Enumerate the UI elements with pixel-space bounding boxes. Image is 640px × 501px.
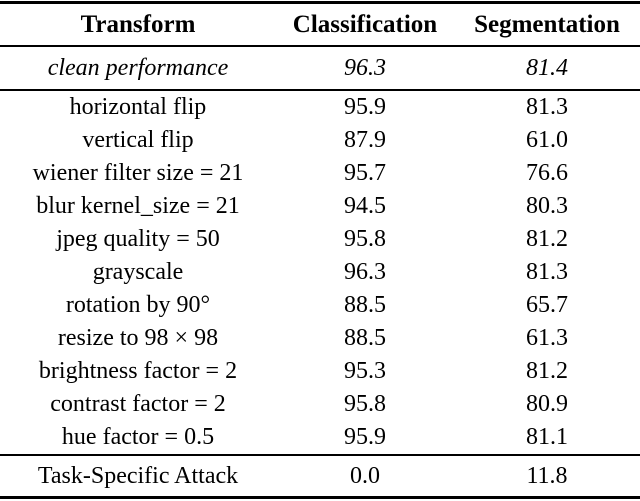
cell-classification: 96.3 [344,259,386,286]
cell-classification: 88.5 [344,325,386,352]
cell-segmentation: 80.9 [526,391,568,418]
cell-transform: Task-Specific Attack [37,462,239,489]
cell-segmentation: 61.3 [526,325,568,352]
cell-transform: wiener filter size = 21 [32,160,244,187]
cell-segmentation: 81.2 [526,358,568,385]
table-row: vertical flip 87.9 61.0 [0,124,640,157]
cell-classification: 95.9 [344,424,386,451]
cell-segmentation: 81.2 [526,226,568,253]
table-row: hue factor = 0.5 95.9 81.1 [0,421,640,455]
cell-classification: 95.3 [344,358,386,385]
cell-classification: 96.3 [344,54,386,81]
cell-transform: brightness factor = 2 [38,358,238,385]
cell-transform: hue factor = 0.5 [61,424,215,451]
cell-classification: 95.7 [344,160,386,187]
table-row: rotation by 90° 88.5 65.7 [0,289,640,322]
cell-transform: grayscale [92,259,184,286]
row-clean-performance: clean performance 96.3 81.4 [0,46,640,90]
cell-transform: rotation by 90° [65,292,211,319]
table-row: contrast factor = 2 95.8 80.9 [0,388,640,421]
table-row: blur kernel_size = 21 94.5 80.3 [0,190,640,223]
cell-transform: resize to 98 × 98 [57,325,219,352]
cell-segmentation: 11.8 [526,462,568,489]
cell-transform: clean performance [47,54,229,81]
cell-classification: 95.8 [344,391,386,418]
cell-classification: 87.9 [344,127,386,154]
column-header-segmentation: Segmentation [474,10,620,38]
column-header-classification: Classification [292,10,438,38]
cell-transform: horizontal flip [69,94,207,121]
table-row: wiener filter size = 21 95.7 76.6 [0,157,640,190]
table-row: jpeg quality = 50 95.8 81.2 [0,223,640,256]
cell-segmentation: 61.0 [526,127,568,154]
cell-transform: jpeg quality = 50 [56,226,220,253]
cell-segmentation: 81.3 [526,259,568,286]
row-task-specific-attack: Task-Specific Attack 0.0 11.8 [0,455,640,498]
cell-classification: 95.9 [344,94,386,121]
cell-classification: 88.5 [344,292,386,319]
table-row: horizontal flip 95.9 81.3 [0,90,640,124]
cell-classification: 0.0 [350,462,380,489]
cell-segmentation: 80.3 [526,193,568,220]
cell-transform: blur kernel_size = 21 [36,193,240,220]
cell-segmentation: 81.4 [526,54,568,81]
column-header-transform: Transform [80,10,196,38]
cell-segmentation: 76.6 [526,160,568,187]
cell-segmentation: 81.3 [526,94,568,121]
cell-classification: 95.8 [344,226,386,253]
table-row: grayscale 96.3 81.3 [0,256,640,289]
cell-transform: contrast factor = 2 [50,391,226,418]
table-row: resize to 98 × 98 88.5 61.3 [0,322,640,355]
cell-transform: vertical flip [82,127,194,154]
cell-classification: 94.5 [344,193,386,220]
cell-segmentation: 65.7 [526,292,568,319]
table-row: brightness factor = 2 95.3 81.2 [0,355,640,388]
table-header-row: Transform Classification Segmentation [0,3,640,46]
cell-segmentation: 81.1 [526,424,568,451]
